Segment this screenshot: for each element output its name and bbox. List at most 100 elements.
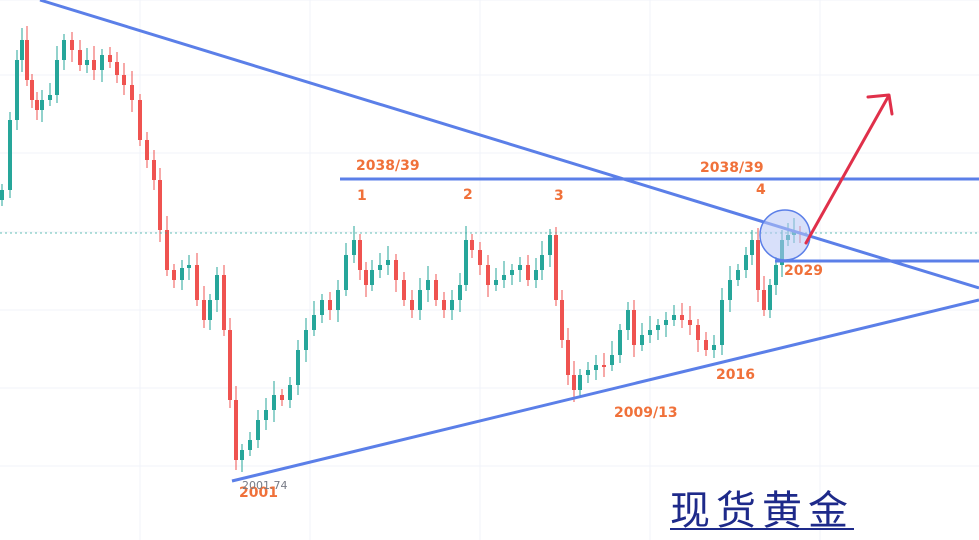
candle-body: [248, 440, 252, 450]
candle-body: [744, 255, 748, 270]
candle-body: [130, 85, 134, 100]
low-label-2001: 2001: [239, 485, 278, 501]
candle-body: [632, 310, 636, 345]
candle-body: [358, 240, 362, 270]
candlestick-series: [0, 26, 802, 472]
candle-body: [426, 280, 430, 290]
candle-body: [145, 140, 149, 160]
candle-body: [534, 270, 538, 280]
candle-body: [288, 385, 292, 400]
candle-body: [540, 255, 544, 270]
candle-body: [256, 420, 260, 440]
candle-body: [8, 120, 12, 190]
candle-body: [458, 285, 462, 300]
candle-body: [728, 280, 732, 300]
touch-label-4: 4: [756, 182, 766, 198]
candle-body: [25, 40, 29, 80]
support-label-2029: 2029: [784, 263, 823, 279]
candle-body: [486, 265, 490, 285]
candle-body: [78, 50, 82, 65]
low-label-2009-13: 2009/13: [614, 405, 678, 421]
candle-body: [494, 280, 498, 285]
candle-body: [386, 260, 390, 265]
touch-label-2: 2: [463, 187, 473, 203]
candle-body: [208, 300, 212, 320]
candle-body: [610, 355, 614, 365]
low-price-label: 2001.74: [242, 479, 288, 492]
candle-body: [720, 300, 724, 345]
candle-body: [442, 300, 446, 310]
candle-body: [0, 190, 4, 200]
candle-body: [640, 335, 644, 345]
candle-body: [336, 290, 340, 310]
candle-body: [195, 265, 199, 300]
candle-body: [180, 268, 184, 280]
candle-body: [352, 240, 356, 255]
candle-body: [222, 275, 226, 330]
candle-body: [187, 265, 191, 268]
candle-body: [756, 240, 760, 290]
low-label-2016: 2016: [716, 367, 755, 383]
candle-body: [30, 80, 34, 100]
candle-body: [402, 280, 406, 300]
candle-body: [750, 240, 754, 255]
candle-body: [240, 450, 244, 460]
candle-body: [518, 265, 522, 270]
candle-body: [378, 265, 382, 270]
candle-body: [138, 100, 142, 140]
candle-body: [470, 240, 474, 250]
touch-label-1: 1: [357, 188, 367, 204]
resistance-label-left: 2038/39: [356, 158, 420, 174]
candle-body: [228, 330, 232, 400]
candle-body: [320, 300, 324, 315]
candle-body: [62, 40, 66, 60]
candle-body: [85, 60, 89, 65]
candle-body: [35, 100, 39, 110]
brand-title: 现货黄金: [670, 488, 854, 534]
candle-body: [92, 60, 96, 70]
up-arrow-shaft: [804, 95, 890, 245]
candle-body: [554, 235, 558, 300]
candle-body: [696, 325, 700, 340]
candle-body: [70, 40, 74, 50]
candle-body: [158, 180, 162, 230]
candle-body: [364, 270, 368, 285]
candle-body: [618, 330, 622, 355]
candle-body: [152, 160, 156, 180]
candle-body: [680, 315, 684, 320]
highlight-circle: [759, 209, 811, 261]
candle-body: [410, 300, 414, 310]
candle-body: [55, 60, 59, 95]
candle-body: [370, 270, 374, 285]
candle-body: [312, 315, 316, 330]
trendlines: [0, 0, 979, 483]
candle-body: [648, 330, 652, 335]
candle-body: [594, 365, 598, 370]
candle-body: [560, 300, 564, 340]
candle-body: [768, 285, 772, 310]
candle-body: [774, 265, 778, 285]
candle-body: [566, 340, 570, 375]
touch-label-3: 3: [554, 188, 564, 204]
candle-body: [344, 255, 348, 290]
candle-body: [736, 270, 740, 280]
candle-body: [280, 395, 284, 400]
candle-body: [434, 280, 438, 300]
candle-body: [328, 300, 332, 310]
candle-body: [264, 410, 268, 420]
up-arrow-head: [866, 93, 894, 116]
candle-body: [572, 375, 576, 390]
candle-body: [672, 315, 676, 320]
candle-body: [586, 370, 590, 375]
candle-body: [656, 325, 660, 330]
candle-body: [165, 230, 169, 270]
candle-body: [215, 275, 219, 300]
candle-body: [626, 310, 630, 330]
candle-body: [272, 395, 276, 410]
candle-body: [234, 400, 238, 460]
candle-body: [502, 275, 506, 280]
candle-body: [122, 75, 126, 85]
candle-body: [15, 60, 19, 120]
candle-body: [115, 62, 119, 75]
candle-body: [688, 320, 692, 325]
